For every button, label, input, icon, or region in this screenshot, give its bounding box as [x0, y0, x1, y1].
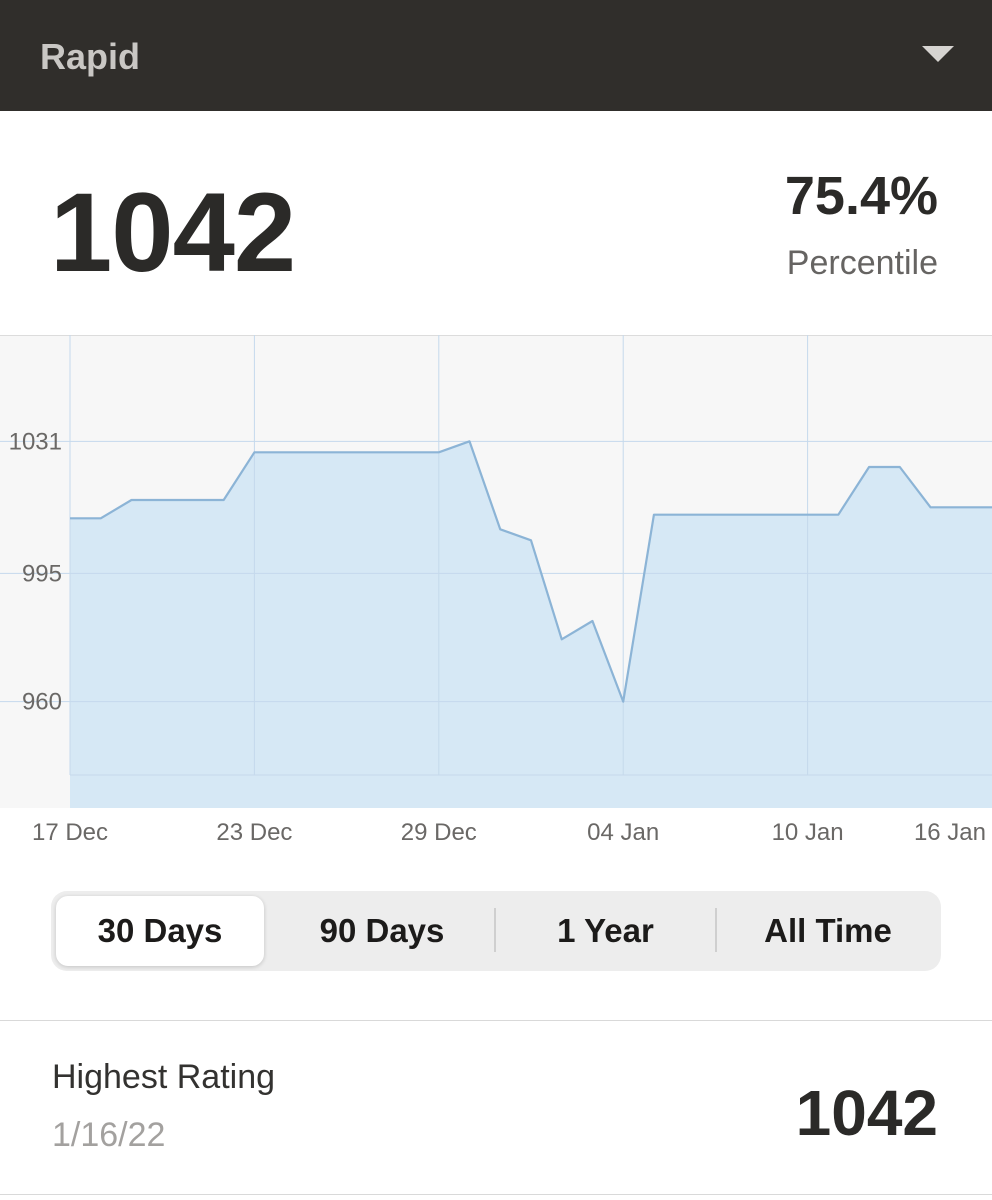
- range-90-days[interactable]: 90 Days: [319, 912, 445, 949]
- y-tick-label: 1031: [9, 428, 62, 455]
- x-tick-label: 23 Dec: [216, 819, 292, 846]
- divider: [0, 1194, 992, 1195]
- range-30-days[interactable]: 30 Days: [56, 896, 264, 966]
- percentile-label: Percentile: [786, 244, 938, 282]
- highest-rating-date: 1/16/22: [52, 1116, 166, 1154]
- range-all-time[interactable]: All Time: [764, 912, 892, 949]
- x-tick-label: 04 Jan: [587, 819, 659, 846]
- highest-rating-value: 1042: [795, 1077, 938, 1149]
- range-separator: [715, 908, 717, 952]
- rating-history-chart: 1031 995 960 17 Dec 23 Dec 29 Dec 04 Jan 10 Jan…: [0, 335, 992, 846]
- highest-rating-label: Highest Rating: [52, 1058, 276, 1096]
- percentile-value: 75.4%: [784, 166, 938, 226]
- dropdown-caret-icon[interactable]: [922, 46, 954, 62]
- range-1-year[interactable]: 1 Year: [557, 912, 654, 949]
- range-separator: [494, 908, 496, 952]
- y-tick-label: 995: [22, 560, 62, 587]
- range-selector: 30 Days 90 Days 1 Year All Time: [51, 891, 941, 971]
- rating-area-fill: [70, 441, 992, 808]
- x-tick-label: 17 Dec: [32, 819, 108, 846]
- x-tick-label: 29 Dec: [401, 819, 477, 846]
- app-header: Rapid: [0, 0, 992, 111]
- rating-line: [70, 440, 992, 703]
- y-tick-label: 960: [22, 689, 62, 716]
- current-rating: 1042: [50, 170, 296, 295]
- x-tick-label: 10 Jan: [772, 819, 844, 846]
- x-tick-label: 16 Jan: [914, 819, 986, 846]
- divider: [0, 1020, 992, 1021]
- time-control-title[interactable]: Rapid: [40, 36, 141, 77]
